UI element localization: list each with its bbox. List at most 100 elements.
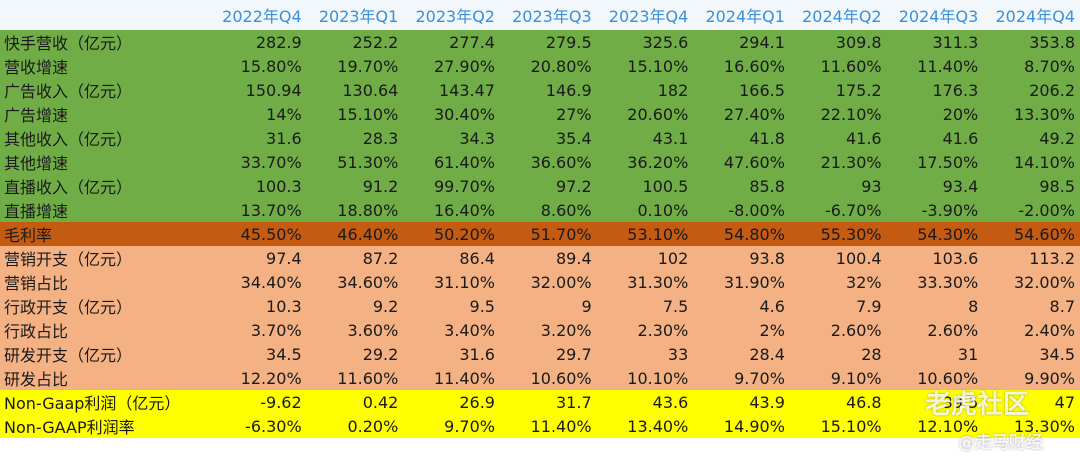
cell: 13.40% <box>627 416 689 436</box>
cell: 50.20% <box>433 224 495 244</box>
row-label: 直播增速 <box>4 202 69 221</box>
cell: 36.20% <box>627 152 689 172</box>
cell: 15.10% <box>337 104 399 124</box>
row-label: 快手营收（亿元） <box>4 34 133 53</box>
cell: 3.70% <box>250 320 302 340</box>
cell: 36.60% <box>530 152 592 172</box>
cell: 309.8 <box>835 32 882 52</box>
table-row: 直播收入（亿元） 100.3 91.2 99.70% 97.2 100.5 85.8 93 93… <box>0 174 1080 198</box>
cell: 130.64 <box>342 80 399 100</box>
cell: 27% <box>556 104 592 124</box>
table-row: 行政开支（亿元） 10.3 9.2 9.5 9 7.5 4.6 7.9 8 8.7 <box>0 294 1080 318</box>
cell: -9.62 <box>260 392 302 412</box>
cell: 34.60% <box>337 272 399 292</box>
cell: 17.50% <box>917 152 979 172</box>
cell: 7.5 <box>662 296 689 316</box>
cell: 3.40% <box>444 320 495 340</box>
cell: 294.1 <box>739 32 785 52</box>
cell: 2.30% <box>637 320 689 340</box>
cell: 13.70% <box>240 200 302 220</box>
cell: 9.2 <box>372 296 399 316</box>
cell: 93.4 <box>942 176 979 196</box>
cell: 166.5 <box>739 80 785 100</box>
cell: 87.2 <box>362 248 399 268</box>
cell: 252.2 <box>352 32 399 52</box>
cell: 32% <box>846 272 882 292</box>
table-row: 快手营收（亿元） 282.9 252.2 277.4 279.5 325.6 294.1 30… <box>0 30 1080 54</box>
cell: 43.6 <box>652 392 689 412</box>
cell: 93 <box>861 176 882 196</box>
cell: 32.00% <box>1013 272 1075 292</box>
cell: 29.7 <box>556 344 592 364</box>
table-row: Non-GAAP利润率 -6.30% 0.20% 9.70% 11.40% 13.40% 1… <box>0 414 1080 438</box>
column-header: 2023年Q1 <box>306 0 404 30</box>
table-row: 毛利率 45.50% 46.40% 50.20% 51.70% 53.10% 54.80% 5… <box>0 222 1080 246</box>
cell: 51.30% <box>337 152 399 172</box>
cell: 89.4 <box>556 248 592 268</box>
cell: 85.8 <box>749 176 785 196</box>
cell: 26.9 <box>459 392 495 412</box>
cell: 2% <box>759 320 785 340</box>
cell: 3.20% <box>540 320 592 340</box>
cell: 91.2 <box>362 176 399 196</box>
cell: 97.2 <box>556 176 592 196</box>
table-row: 营销占比 34.40% 34.60% 31.10% 32.00% 31.30% 31.90%… <box>0 270 1080 294</box>
column-header: 2024年Q1 <box>693 0 790 30</box>
cell: 0.42 <box>362 392 399 412</box>
cell: 143.47 <box>438 80 495 100</box>
cell: 11.40% <box>433 368 495 388</box>
cell: 15.10% <box>627 56 689 76</box>
cell: 34.3 <box>459 128 495 148</box>
cell: 41.8 <box>749 128 785 148</box>
cell: 43.1 <box>652 128 689 148</box>
cell: 20.60% <box>627 104 689 124</box>
cell: 113.2 <box>1029 248 1075 268</box>
cell: 13.30% <box>1013 104 1075 124</box>
table-row: 行政占比 3.70% 3.60% 3.40% 3.20% 2.30% 2% 2.60% 2.60… <box>0 318 1080 342</box>
row-label: 研发占比 <box>4 370 69 389</box>
cell: 54.30% <box>917 224 979 244</box>
cell: 16.60% <box>723 56 785 76</box>
cell: 103.6 <box>932 248 979 268</box>
table-row: 广告增速 14% 15.10% 30.40% 27% 20.60% 27.40% 22.10%… <box>0 102 1080 126</box>
cell: 8 <box>968 296 979 316</box>
cell: 31.90% <box>723 272 785 292</box>
cell: 53.10% <box>627 224 689 244</box>
cell: 54.80% <box>723 224 785 244</box>
cell: 98.5 <box>1039 176 1075 196</box>
cell: 102 <box>657 248 689 268</box>
cell: 20% <box>942 104 979 124</box>
cell: 9.70% <box>734 368 785 388</box>
column-header: 2023年Q2 <box>403 0 500 30</box>
cell: 28 <box>861 344 882 364</box>
cell: 18.80% <box>337 200 399 220</box>
cell: 47 <box>1054 392 1075 412</box>
cell: -6.30% <box>245 416 302 436</box>
cell: -2.00% <box>1018 200 1075 220</box>
cell: 12.10% <box>917 416 979 436</box>
cell: 31.7 <box>556 392 592 412</box>
cell: 34.5 <box>266 344 302 364</box>
column-header: 2022年Q4 <box>210 0 307 30</box>
cell: 100.3 <box>255 176 302 196</box>
cell: 0.10% <box>637 200 689 220</box>
cell: 100.5 <box>642 176 689 196</box>
cell: 31.6 <box>266 128 302 148</box>
row-label: 营收增速 <box>4 58 69 77</box>
row-label: 行政占比 <box>4 322 69 341</box>
cell: 0.20% <box>347 416 399 436</box>
cell: 2.60% <box>830 320 882 340</box>
cell: 33 <box>667 344 689 364</box>
cell: -3.90% <box>921 200 979 220</box>
cell: 31.10% <box>433 272 495 292</box>
cell: 9.10% <box>830 368 882 388</box>
column-header: 2024年Q2 <box>789 0 887 30</box>
table-row: 其他增速 33.70% 51.30% 61.40% 36.60% 36.20% 47.60%… <box>0 150 1080 174</box>
cell: 27.90% <box>433 56 495 76</box>
cell: 45.50% <box>240 224 302 244</box>
cell: 10.60% <box>917 368 979 388</box>
watermark: 老虎社区 <box>925 390 1030 420</box>
cell: 49.2 <box>1039 128 1075 148</box>
row-label: Non-Gaap利润（亿元） <box>4 394 181 413</box>
cell: 182 <box>657 80 689 100</box>
